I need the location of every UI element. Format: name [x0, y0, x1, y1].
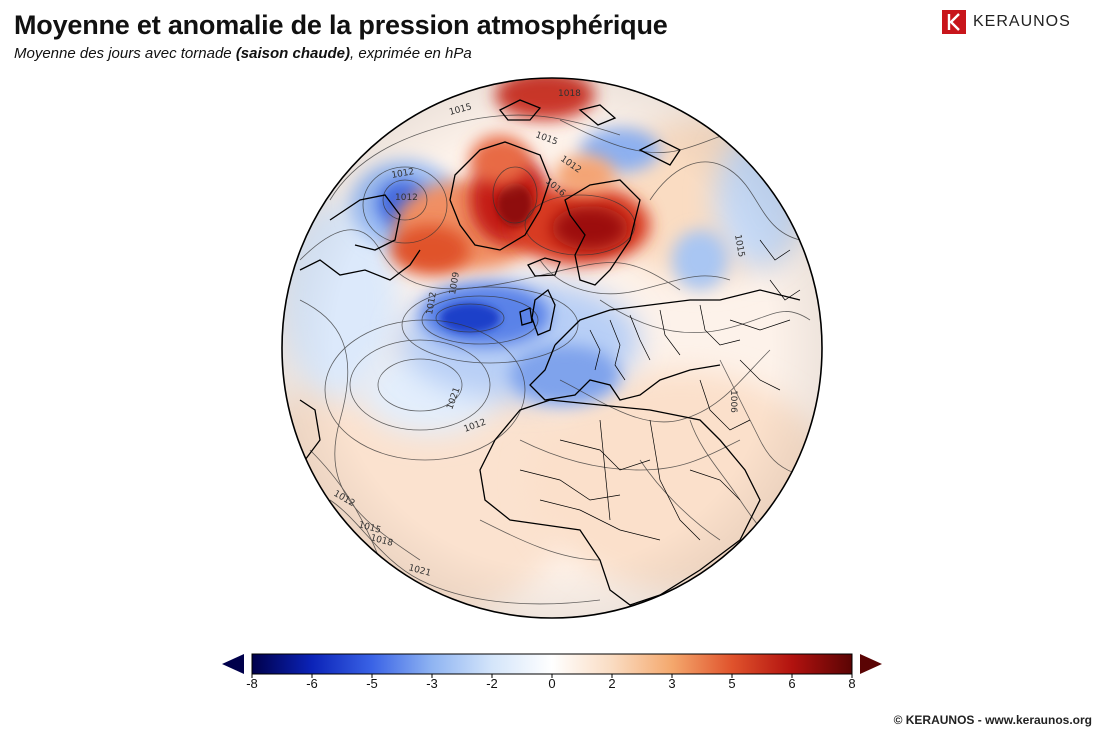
colorbar-tick-label: -2	[486, 676, 498, 691]
colorbar-tick-label: 8	[848, 676, 856, 691]
colorbar-tick-label: 2	[608, 676, 616, 691]
copyright: © KERAUNOS - www.keraunos.org	[893, 713, 1092, 727]
colorbar-tick-label: -8	[246, 676, 258, 691]
logo-text: KERAUNOS	[973, 13, 1071, 30]
colorbar-tick-label: 0	[548, 676, 556, 691]
page-title: Moyenne et anomalie de la pression atmos…	[14, 10, 668, 40]
keraunos-k-logo-icon	[942, 10, 966, 34]
colorbar-gradient	[251, 653, 853, 675]
colorbar-tick-label: 3	[668, 676, 676, 691]
colorbar-tick-labels: -8 -6 -5 -3 -2 0 2 3 5 6 8	[0, 676, 1104, 696]
colorbar-tick-label: 6	[788, 676, 796, 691]
page-subtitle: Moyenne des jours avec tornade (saison c…	[14, 45, 472, 62]
globe-content: 1009 1012 1015 1016 1012 1012 1015 1015 …	[282, 78, 822, 618]
subtitle-main: Moyenne des jours avec tornade	[14, 45, 236, 62]
subtitle-unit: , exprimée en hPa	[350, 45, 472, 62]
colorbar	[222, 653, 882, 678]
colorbar-tick-label: -3	[426, 676, 438, 691]
colorbar-tick-label: -5	[366, 676, 378, 691]
colorbar-left-arrow-icon	[222, 654, 244, 674]
globe-map: 1009 1012 1015 1016 1012 1012 1015 1015 …	[281, 77, 823, 619]
colorbar-tick-label: -6	[306, 676, 318, 691]
subtitle-season: (saison chaude)	[235, 45, 351, 62]
colorbar-tick-label: 5	[728, 676, 736, 691]
globe-outline	[281, 77, 823, 619]
colorbar-right-arrow-icon	[860, 654, 882, 674]
keraunos-logo: KERAUNOS	[942, 10, 1071, 34]
